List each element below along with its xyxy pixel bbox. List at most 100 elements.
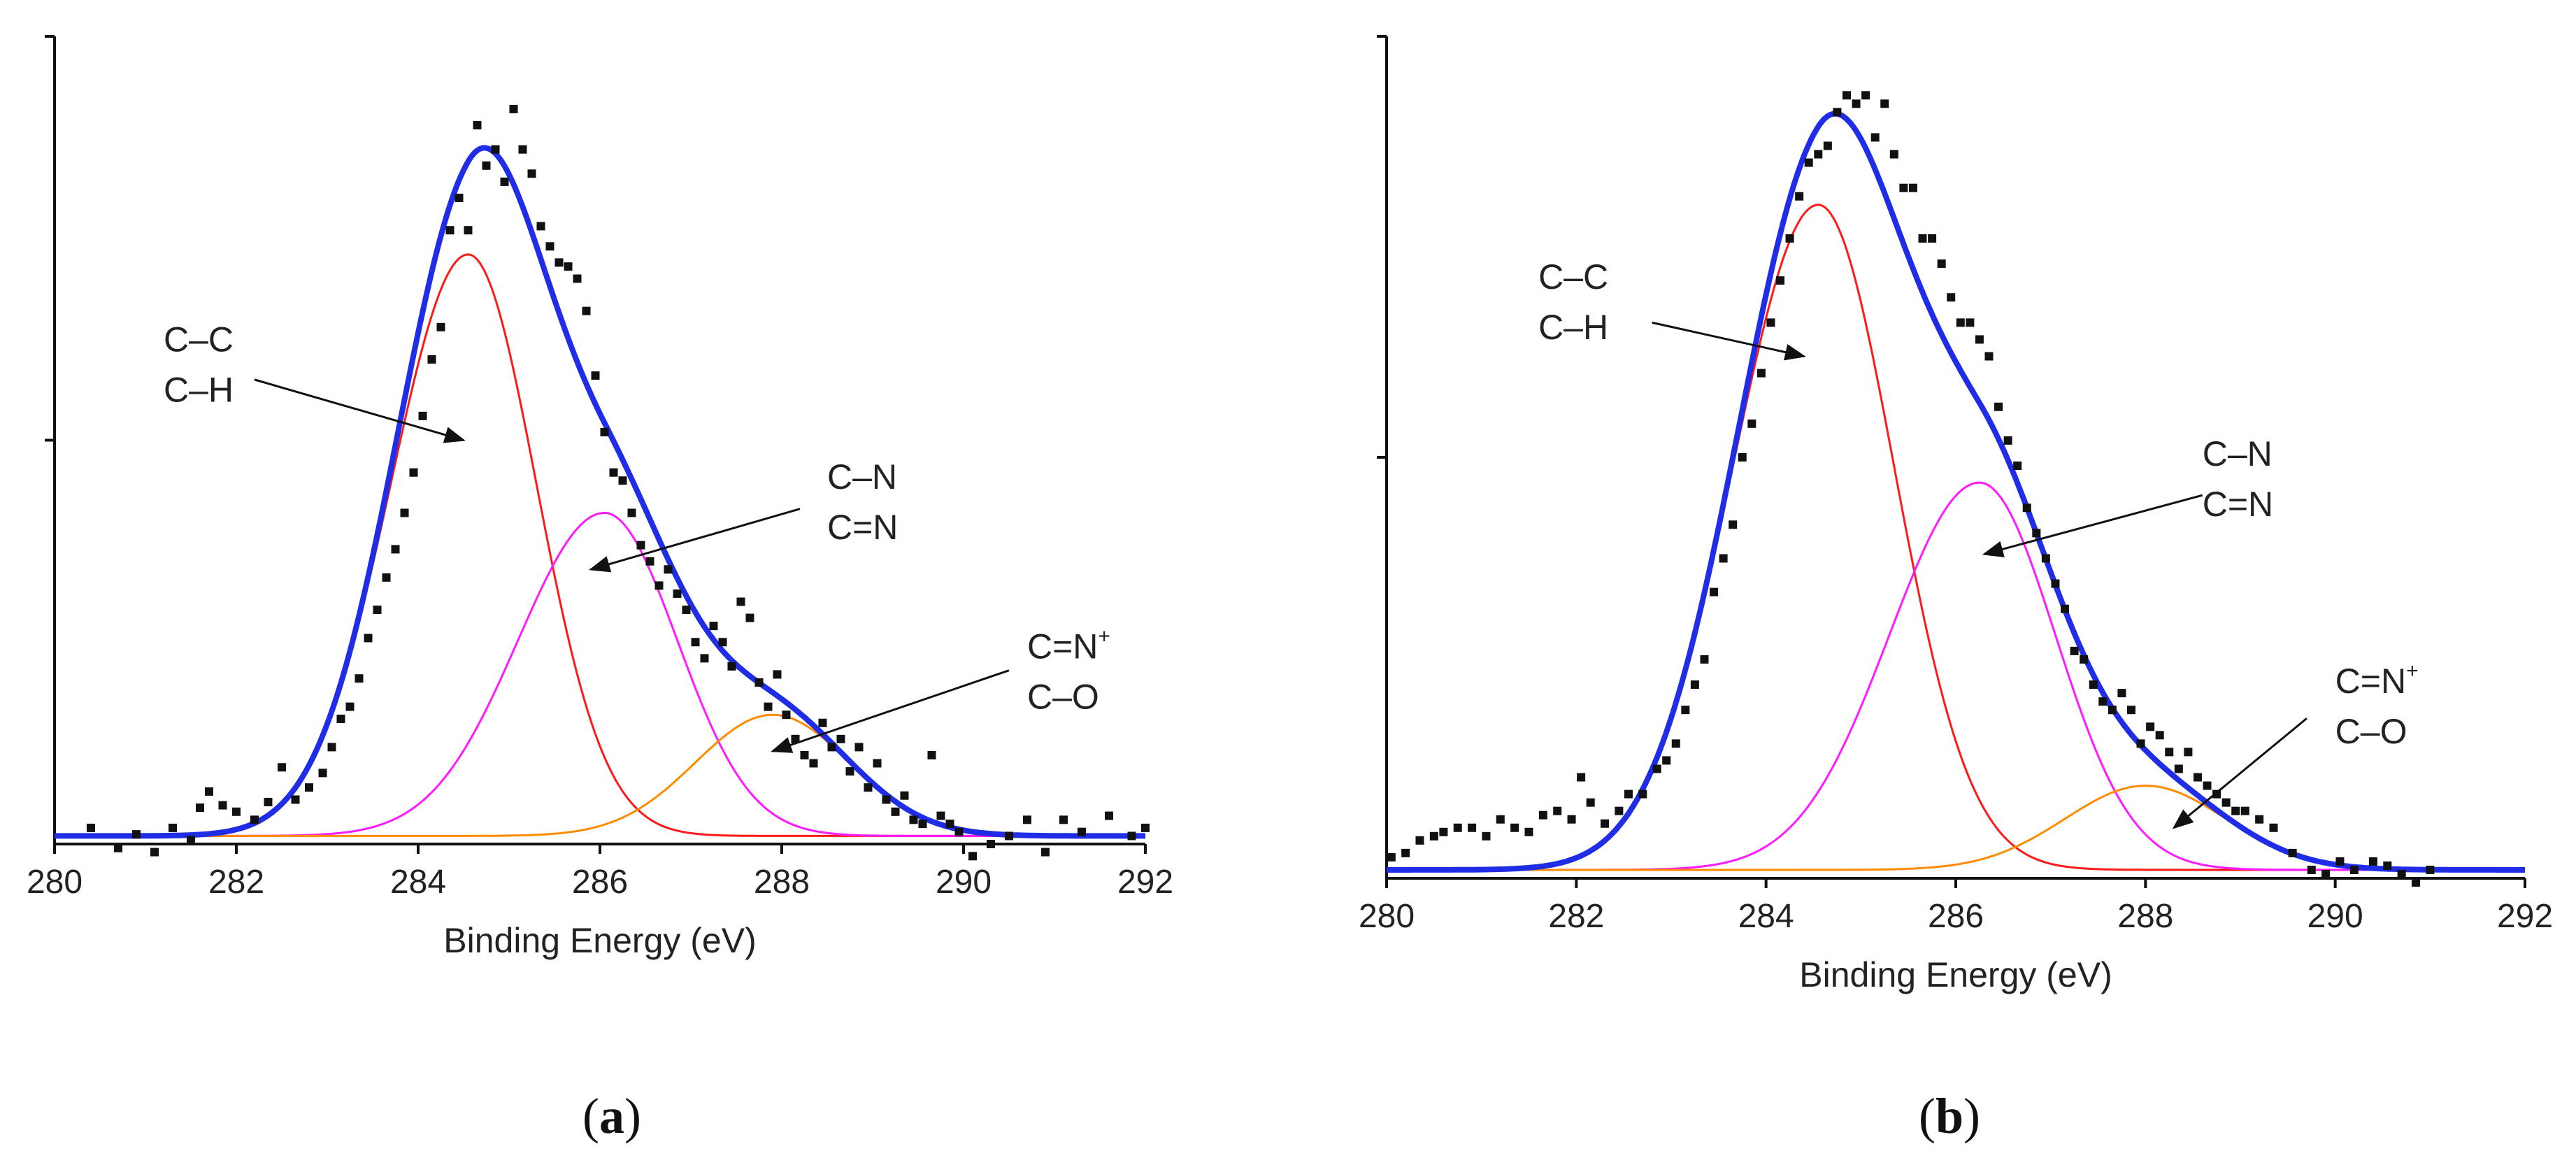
- data-point: [700, 654, 709, 663]
- data-point: [509, 104, 518, 113]
- data-point: [618, 476, 627, 485]
- data-point: [473, 121, 482, 130]
- component-curve-3: [55, 713, 1145, 837]
- data-point: [1468, 823, 1477, 832]
- data-point: [2231, 806, 2240, 815]
- data-point: [2041, 554, 2050, 563]
- data-point: [745, 613, 754, 622]
- data-point: [1615, 806, 1624, 815]
- data-point: [1899, 183, 1908, 192]
- x-tick-label: 286: [1928, 898, 1984, 935]
- data-point: [345, 702, 355, 711]
- annotation-label: C–N: [827, 457, 897, 496]
- data-point: [2080, 655, 2089, 664]
- data-point: [278, 763, 286, 772]
- data-point: [900, 791, 909, 800]
- data-point: [1439, 827, 1448, 836]
- annotation-label: C–N: [2203, 434, 2273, 473]
- data-point: [1524, 827, 1533, 836]
- data-point: [445, 226, 455, 235]
- data-point: [327, 743, 336, 752]
- data-point: [2426, 865, 2435, 874]
- annotation-arrow: [771, 669, 1010, 753]
- data-point: [791, 734, 800, 743]
- data-point: [1984, 352, 1994, 361]
- data-point: [1861, 91, 1870, 100]
- data-point: [1738, 453, 1747, 462]
- x-tick-label: 286: [572, 864, 628, 901]
- data-point: [2411, 878, 2420, 887]
- data-point: [1814, 150, 1823, 159]
- data-point: [1928, 234, 1937, 243]
- data-point: [2349, 865, 2359, 874]
- fit-envelope-curve: [1387, 110, 2525, 873]
- data-point: [545, 242, 554, 251]
- data-point: [1880, 99, 1889, 108]
- data-point: [1496, 815, 1505, 824]
- data-point: [2193, 773, 2202, 782]
- data-point: [954, 827, 964, 836]
- x-tick-label: 280: [27, 864, 83, 901]
- data-point: [2117, 689, 2126, 698]
- annotation-label: C–C: [164, 320, 234, 359]
- data-point: [673, 589, 682, 598]
- data-point: [1041, 848, 1050, 857]
- data-point: [1567, 815, 1576, 824]
- data-point: [1624, 789, 1633, 799]
- data-point: [336, 714, 345, 723]
- data-point: [2098, 697, 2108, 706]
- data-point: [1553, 806, 1562, 815]
- data-point: [1700, 655, 1709, 664]
- data-point: [1453, 823, 1462, 832]
- data-point: [2307, 865, 2316, 874]
- component-curve-1: [1387, 203, 2525, 871]
- data-point: [1785, 234, 1794, 243]
- data-point: [864, 783, 873, 792]
- data-point: [218, 801, 227, 810]
- data-point: [782, 710, 791, 720]
- data-point: [373, 606, 382, 615]
- data-point: [1842, 91, 1851, 100]
- data-point: [2032, 529, 2041, 538]
- data-point: [305, 783, 313, 792]
- x-tick-label: 288: [2117, 898, 2173, 935]
- data-point: [664, 565, 673, 574]
- data-point: [945, 820, 954, 829]
- annotation-label: C=N+: [2335, 659, 2419, 701]
- data-point: [2155, 731, 2164, 740]
- data-point: [1956, 318, 1965, 327]
- data-point: [2240, 806, 2249, 815]
- data-point: [1510, 823, 1519, 832]
- annotation-arrow: [254, 378, 466, 443]
- data-point: [2397, 869, 2406, 878]
- data-point: [1937, 259, 1946, 269]
- data-point: [2321, 869, 2331, 878]
- data-point: [1729, 520, 1738, 529]
- component-curve-3: [1387, 785, 2525, 871]
- data-point: [2070, 646, 2079, 655]
- data-point: [409, 468, 418, 477]
- annotation-arrow: [2172, 717, 2307, 829]
- data-point: [573, 274, 582, 283]
- data-point: [427, 355, 436, 364]
- data-point: [1681, 706, 1690, 715]
- data-point: [1747, 419, 1756, 428]
- data-point: [418, 411, 427, 420]
- data-point: [1908, 183, 1917, 192]
- data-point: [2288, 848, 2297, 857]
- data-point: [600, 427, 609, 436]
- data-point: [2003, 436, 2012, 445]
- data-point: [1947, 293, 1956, 302]
- data-point: [987, 840, 995, 848]
- data-point: [1889, 150, 1898, 159]
- data-point: [691, 638, 700, 647]
- annotation-label: C=N+: [1027, 624, 1110, 666]
- data-point: [2061, 604, 2070, 613]
- annotation-label: C–O: [2335, 712, 2407, 751]
- data-point: [918, 820, 927, 829]
- data-point: [436, 322, 445, 331]
- data-point: [891, 807, 900, 816]
- data-point: [1823, 141, 1832, 150]
- data-point: [250, 815, 259, 824]
- panel-a-label: (a): [582, 1088, 641, 1144]
